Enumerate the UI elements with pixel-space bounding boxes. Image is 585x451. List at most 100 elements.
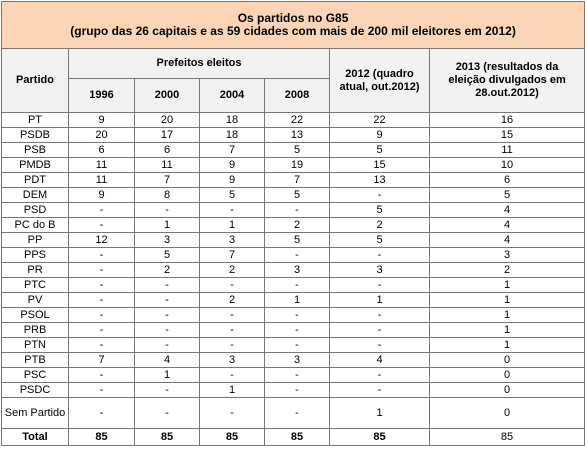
table-row: PSDC - -1- -0	[1, 382, 585, 398]
table-row: PSDB 20 17 18 13 9 15	[1, 127, 585, 143]
table-row: PTB 7 4 3 3 4 0	[1, 352, 585, 368]
value-cell: 5	[329, 232, 430, 248]
value-cell: 2	[428, 262, 585, 278]
value-cell: 9	[199, 172, 265, 188]
party-cell: PC do B	[1, 217, 69, 233]
value-cell: -	[134, 322, 200, 338]
value-cell: 1	[134, 217, 200, 233]
value-cell: -	[134, 337, 200, 353]
value-cell: -	[134, 397, 200, 429]
value-cell: 9	[68, 112, 135, 128]
value-cell: 85	[428, 428, 585, 446]
value-cell: -	[264, 397, 330, 429]
value-cell: 16	[428, 112, 585, 128]
value-cell: 5	[264, 142, 330, 158]
value-cell: -	[68, 292, 135, 308]
value-cell: -	[264, 337, 330, 353]
value-cell: -	[199, 307, 265, 323]
value-cell: 4	[428, 202, 585, 218]
value-cell: 0	[428, 397, 585, 429]
col-2012-header: 2012 (quadro atual, out.2012)	[329, 48, 430, 113]
value-cell: 15	[329, 157, 430, 173]
value-cell: -	[134, 382, 200, 398]
value-cell: 8	[134, 187, 200, 203]
value-cell: -	[199, 367, 265, 383]
value-cell: -	[264, 247, 330, 263]
value-cell: 1	[199, 217, 265, 233]
value-cell: -	[264, 202, 330, 218]
value-cell: 5	[329, 202, 430, 218]
party-cell: PSDC	[1, 382, 69, 398]
value-cell: 5	[329, 142, 430, 158]
value-cell: 85	[199, 428, 265, 446]
value-cell: -	[329, 187, 430, 203]
value-cell: -	[329, 322, 430, 338]
value-cell: -	[264, 307, 330, 323]
party-cell: PP	[1, 232, 69, 248]
value-cell: 13	[329, 172, 430, 188]
value-cell: 17	[134, 127, 200, 143]
value-cell: 22	[264, 112, 330, 128]
table-row: PSOL - - - - -1	[1, 307, 585, 323]
value-cell: -	[329, 367, 430, 383]
value-cell: 5	[264, 232, 330, 248]
value-cell: -	[68, 337, 135, 353]
value-cell: 2	[134, 262, 200, 278]
value-cell: 2	[199, 292, 265, 308]
table-row: PR -2 2 3 3 2	[1, 262, 585, 278]
value-cell: 11	[68, 172, 135, 188]
party-cell: PSC	[1, 367, 69, 383]
party-cell: PSD	[1, 202, 69, 218]
value-cell: -	[68, 382, 135, 398]
value-cell: 85	[68, 428, 135, 446]
party-cell: PV	[1, 292, 69, 308]
value-cell: -	[329, 382, 430, 398]
party-cell: Sem Partido	[1, 397, 69, 429]
value-cell: -	[329, 337, 430, 353]
value-cell: 0	[428, 382, 585, 398]
value-cell: -	[329, 277, 430, 293]
party-cell: PRB	[1, 322, 69, 338]
value-cell: 7	[264, 172, 330, 188]
group-header: Prefeitos eleitos	[68, 48, 330, 79]
value-cell: 1	[329, 397, 430, 429]
value-cell: 7	[199, 142, 265, 158]
value-cell: 4	[134, 352, 200, 368]
value-cell: 3	[264, 262, 330, 278]
value-cell: 22	[329, 112, 430, 128]
table-row: Total 85 85 85 85 85 85	[1, 428, 585, 446]
value-cell: 11	[428, 142, 585, 158]
value-cell: 20	[68, 127, 135, 143]
table-row: PSC -1- - -0	[1, 367, 585, 383]
party-cell: PR	[1, 262, 69, 278]
value-cell: -	[134, 202, 200, 218]
value-cell: -	[68, 247, 135, 263]
value-cell: 3	[428, 247, 585, 263]
value-cell: 10	[428, 157, 585, 173]
value-cell: 1	[428, 307, 585, 323]
value-cell: 11	[134, 157, 200, 173]
value-cell: 18	[199, 112, 265, 128]
party-cell: PTN	[1, 337, 69, 353]
value-cell: 1	[428, 322, 585, 338]
party-cell: PPS	[1, 247, 69, 263]
value-cell: -	[68, 322, 135, 338]
party-cell: PMDB	[1, 157, 69, 173]
value-cell: 9	[329, 127, 430, 143]
value-cell: 3	[199, 352, 265, 368]
party-cell: Total	[1, 428, 69, 446]
value-cell: -	[68, 277, 135, 293]
value-cell: -	[68, 217, 135, 233]
value-cell: -	[199, 397, 265, 429]
party-cell: PSDB	[1, 127, 69, 143]
value-cell: 1	[428, 277, 585, 293]
col-2013-header: 2013 (resultados da eleição divulgados e…	[428, 48, 585, 113]
title: Os partidos no G85	[237, 11, 349, 25]
title-cell: Os partidos no G85 (grupo das 26 capitais…	[0, 1, 585, 49]
value-cell: -	[264, 382, 330, 398]
value-cell: 9	[199, 157, 265, 173]
value-cell: 3	[134, 232, 200, 248]
value-cell: 85	[264, 428, 330, 446]
